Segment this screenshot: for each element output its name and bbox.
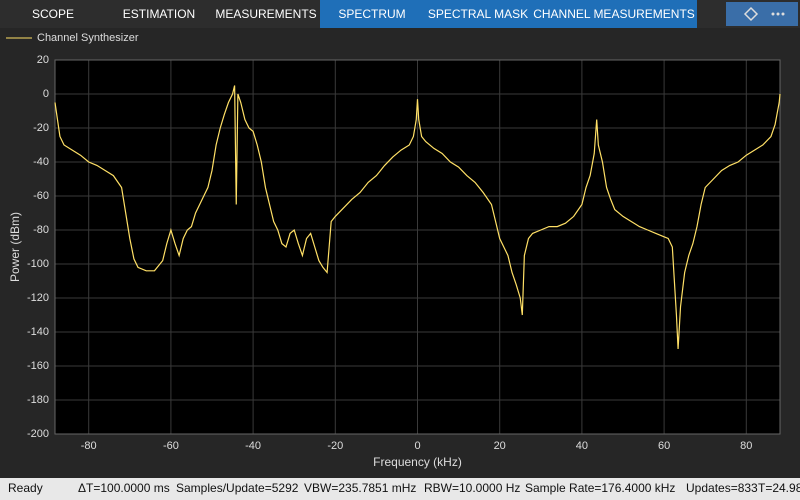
status-item: Samples/Update=5292	[176, 481, 299, 495]
x-axis-label: Frequency (kHz)	[373, 455, 462, 469]
status-item: T=24.98	[758, 481, 800, 495]
x-tick-label: 20	[494, 440, 506, 452]
toolbar-tab[interactable]: SPECTRUM	[338, 7, 405, 21]
x-tick-label: -80	[81, 440, 97, 452]
legend-label: Channel Synthesizer	[37, 32, 139, 44]
toolbar-icons[interactable]	[726, 2, 798, 26]
y-tick-label: -100	[27, 258, 49, 270]
y-tick-label: -140	[27, 326, 49, 338]
x-tick-label: 60	[658, 440, 670, 452]
toolbar-tab[interactable]: CHANNEL MEASUREMENTS	[533, 7, 695, 21]
more-icon[interactable]	[781, 12, 785, 16]
x-tick-label: -60	[163, 440, 179, 452]
y-axis-label: Power (dBm)	[8, 212, 22, 282]
more-icon[interactable]	[771, 12, 775, 16]
status-item: VBW=235.7851 mHz	[304, 481, 416, 495]
x-tick-label: 0	[414, 440, 420, 452]
settings-icon[interactable]	[743, 6, 759, 22]
more-icon[interactable]	[776, 12, 780, 16]
status-item: Updates=833	[686, 481, 758, 495]
toolbar-tab[interactable]: SCOPE	[32, 7, 74, 21]
y-tick-label: -60	[33, 190, 49, 202]
y-tick-label: -20	[33, 122, 49, 134]
toolbar-tab[interactable]: ESTIMATION	[123, 7, 195, 21]
y-tick-label: -40	[33, 156, 49, 168]
status-item: Sample Rate=176.4000 kHz	[525, 481, 675, 495]
status-item: ΔT=100.0000 ms	[78, 481, 170, 495]
plot-frame	[54, 59, 781, 435]
status-item: RBW=10.0000 Hz	[424, 481, 520, 495]
spectrum-line	[54, 85, 781, 350]
x-tick-label: -20	[327, 440, 343, 452]
y-tick-label: 20	[37, 54, 49, 66]
x-tick-label: 80	[740, 440, 752, 452]
status-bar	[0, 478, 800, 500]
status-item: Ready	[8, 481, 43, 495]
toolbar-tab-group	[320, 0, 697, 28]
x-tick-label: -40	[245, 440, 261, 452]
y-tick-label: -180	[27, 394, 49, 406]
toolbar-tab[interactable]: MEASUREMENTS	[215, 7, 316, 21]
toolbar-tab[interactable]: SPECTRAL MASK	[428, 7, 528, 21]
y-tick-label: 0	[43, 88, 49, 100]
y-tick-label: -160	[27, 360, 49, 372]
y-tick-label: -200	[27, 428, 49, 440]
y-tick-label: -80	[33, 224, 49, 236]
y-tick-label: -120	[27, 292, 49, 304]
x-tick-label: 40	[576, 440, 588, 452]
